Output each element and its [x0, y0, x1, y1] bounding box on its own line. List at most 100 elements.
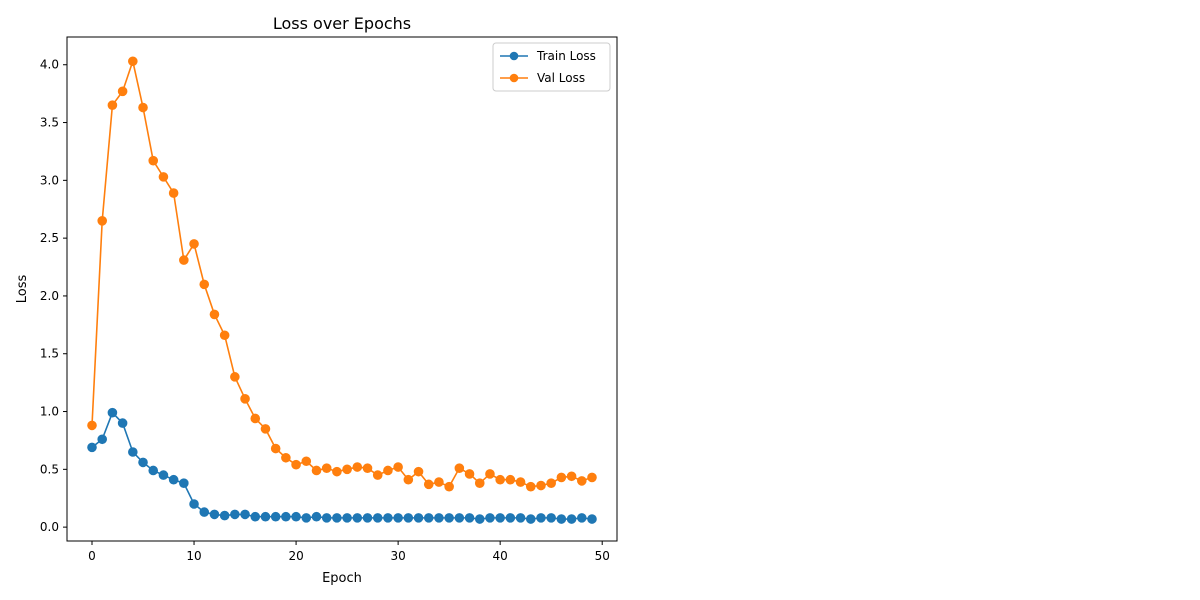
data-point-val-loss: [321, 463, 332, 473]
data-point-val-loss: [128, 56, 138, 67]
data-point-val-loss: [219, 330, 230, 341]
data-point-val-loss: [566, 471, 577, 482]
data-point-val-loss: [362, 463, 373, 473]
y-tick-label: 2.5: [40, 231, 59, 245]
x-tick-label: 30: [390, 549, 405, 563]
data-point-train-loss: [403, 513, 414, 523]
data-point-val-loss: [403, 474, 414, 485]
data-point-val-loss: [505, 474, 516, 485]
data-point-val-loss: [474, 478, 485, 489]
data-point-val-loss: [311, 465, 322, 476]
y-tick-label: 4.0: [40, 58, 59, 72]
data-point-train-loss: [311, 511, 322, 522]
data-point-val-loss: [464, 469, 475, 479]
data-point-train-loss: [474, 514, 485, 524]
data-point-val-loss: [281, 452, 291, 463]
data-point-train-loss: [413, 513, 424, 523]
legend: Train Loss Val Loss: [492, 42, 611, 92]
data-point-val-loss: [97, 215, 108, 226]
data-point-train-loss: [128, 447, 138, 457]
y-tick-label: 2.0: [40, 289, 59, 303]
y-axis-ticks: 0.0 0.5 1.0 1.5 2.0 2.5 3.0 3.5 4.0: [40, 58, 67, 534]
data-point-train-loss: [454, 513, 465, 523]
data-point-train-loss: [372, 513, 383, 523]
data-point-train-loss: [464, 513, 475, 523]
data-point-train-loss: [576, 513, 587, 523]
data-point-val-loss: [352, 462, 363, 472]
x-tick-label: 0: [88, 549, 96, 563]
data-point-train-loss: [485, 513, 495, 523]
data-point-train-loss: [148, 465, 159, 476]
data-point-val-loss: [413, 466, 424, 477]
plot-area: [66, 36, 618, 542]
data-point-train-loss: [505, 513, 516, 523]
legend-label: Val Loss: [537, 71, 585, 85]
data-point-train-loss: [342, 513, 352, 523]
data-point-train-loss: [209, 509, 220, 520]
chart-title: Loss over Epochs: [273, 14, 411, 33]
y-axis-label: Loss: [15, 275, 30, 304]
data-point-train-loss: [536, 513, 546, 523]
series-val-loss: [87, 56, 597, 492]
data-point-train-loss: [301, 513, 312, 523]
series-train-loss: [87, 407, 597, 524]
data-point-train-loss: [179, 478, 189, 489]
data-point-train-loss: [423, 513, 434, 523]
data-point-train-loss: [556, 514, 567, 524]
legend-box: [492, 42, 611, 92]
data-point-train-loss: [168, 474, 179, 485]
data-point-train-loss: [270, 511, 281, 522]
x-axis-label: Epoch: [322, 571, 362, 586]
data-point-val-loss: [260, 424, 271, 434]
data-point-val-loss: [434, 477, 444, 487]
data-point-val-loss: [515, 477, 526, 487]
data-point-train-loss: [240, 509, 250, 520]
data-point-val-loss: [87, 420, 97, 431]
data-point-train-loss: [97, 434, 108, 445]
legend-item-train-loss: Train Loss: [500, 49, 596, 63]
data-point-train-loss: [444, 513, 454, 523]
data-point-train-loss: [434, 513, 444, 523]
data-point-val-loss: [342, 464, 352, 475]
data-point-train-loss: [199, 507, 210, 517]
data-point-train-loss: [291, 511, 301, 522]
legend-swatch-marker: [509, 73, 519, 83]
data-point-train-loss: [250, 511, 261, 522]
data-point-val-loss: [107, 100, 118, 111]
data-point-train-loss: [117, 418, 128, 428]
data-point-train-loss: [566, 514, 577, 524]
data-point-train-loss: [393, 513, 403, 523]
data-point-train-loss: [546, 513, 556, 523]
data-point-val-loss: [423, 479, 434, 490]
data-point-val-loss: [536, 480, 546, 491]
data-point-val-loss: [587, 472, 597, 483]
data-point-train-loss: [107, 407, 118, 418]
y-tick-label: 3.0: [40, 173, 59, 187]
data-point-train-loss: [138, 457, 148, 468]
data-point-train-loss: [189, 499, 199, 509]
data-point-train-loss: [362, 513, 373, 523]
data-point-val-loss: [209, 309, 220, 320]
data-point-val-loss: [332, 466, 342, 477]
data-point-val-loss: [301, 456, 312, 467]
x-tick-label: 20: [288, 549, 303, 563]
data-point-train-loss: [383, 513, 393, 523]
data-point-train-loss: [230, 509, 240, 520]
data-point-train-loss: [495, 513, 505, 523]
data-point-val-loss: [525, 481, 536, 492]
data-point-val-loss: [199, 279, 210, 290]
data-point-val-loss: [158, 172, 169, 182]
data-point-val-loss: [250, 413, 261, 424]
data-point-train-loss: [352, 513, 363, 523]
data-point-val-loss: [189, 239, 199, 249]
x-tick-label: 40: [493, 549, 508, 563]
y-tick-label: 0.0: [40, 520, 59, 534]
data-point-train-loss: [332, 513, 342, 523]
data-point-val-loss: [495, 474, 505, 485]
data-point-val-loss: [576, 476, 587, 486]
y-tick-label: 0.5: [40, 462, 59, 476]
data-point-val-loss: [179, 255, 189, 265]
data-point-train-loss: [525, 514, 536, 524]
